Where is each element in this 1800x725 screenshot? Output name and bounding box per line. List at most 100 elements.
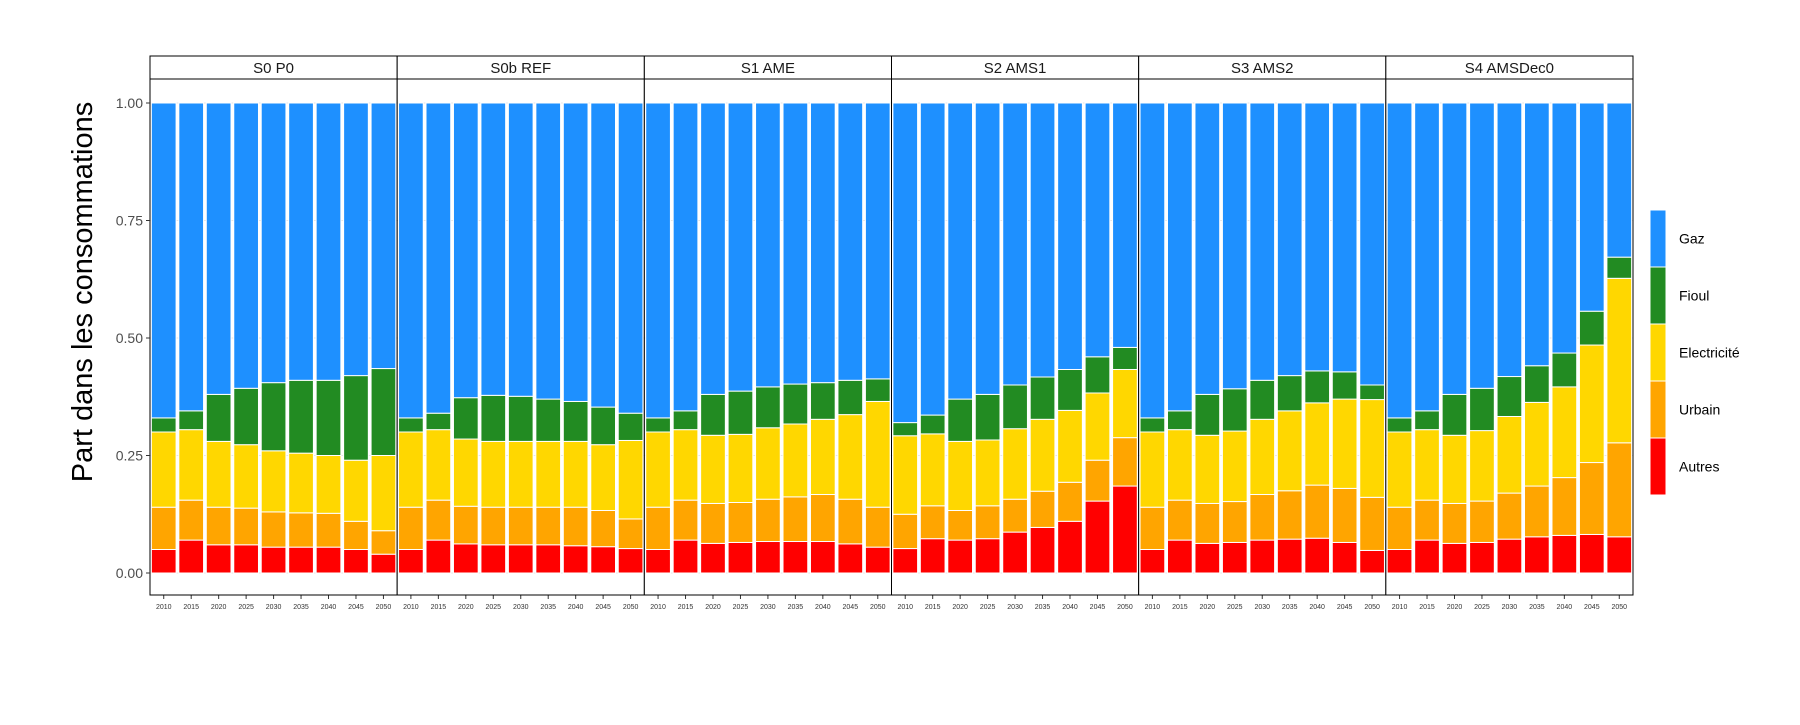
x-tick-label: 2050 — [870, 604, 886, 611]
bar-segment-fioul — [1359, 384, 1385, 401]
bar-segment-urbain — [755, 498, 781, 543]
x-tick-label: 2040 — [815, 604, 831, 611]
bar-segment-electricit — [672, 429, 699, 501]
bar-segment-electricit — [452, 438, 479, 507]
bar-segment-fioul — [782, 383, 809, 425]
bar-segment-fioul — [1057, 368, 1083, 411]
bar-segment-autres — [1578, 533, 1605, 574]
bar-segment-electricit — [1194, 434, 1221, 504]
bar-segment-gaz — [315, 102, 342, 381]
facet-panel: S4 AMSDec0 2010 2015 2020 2025 2030 2035 2040 20… — [1385, 55, 1634, 611]
bar-segment-urbain — [700, 502, 726, 544]
bar-segment-fioul — [645, 417, 671, 433]
x-tick-label: 2025 — [980, 604, 996, 611]
bar-segment-electricit — [892, 435, 919, 515]
x-tick-label: 2010 — [156, 604, 172, 611]
bar-segment-gaz — [1002, 102, 1028, 386]
x-tick-label: 2040 — [1309, 604, 1325, 611]
bar-segment-gaz — [617, 102, 644, 414]
bar-segment-autres — [1386, 549, 1413, 574]
bar-segment-urbain — [1386, 506, 1413, 551]
bar-segment-gaz — [1441, 102, 1468, 395]
bar-segment-urbain — [562, 506, 589, 547]
panel-border — [1385, 78, 1634, 596]
bar-segment-urbain — [974, 505, 1001, 540]
bar-segment-electricit — [1414, 429, 1440, 501]
bar-segment-fioul — [562, 400, 589, 442]
bar-segment-gaz — [1221, 102, 1248, 390]
bar-segment-electricit — [1057, 409, 1083, 483]
x-tick-label: 2040 — [568, 604, 584, 611]
legend-label: Fioul — [1679, 288, 1709, 304]
bar-segment-autres — [535, 544, 562, 574]
bar-segment-electricit — [590, 444, 616, 511]
x-tick-label: 2025 — [485, 604, 501, 611]
bar-segment-urbain — [782, 496, 809, 543]
bar-segment-electricit — [947, 440, 974, 511]
x-tick-label: 2035 — [1529, 604, 1545, 611]
bar-segment-fioul — [315, 379, 342, 456]
bar-segment-electricit — [178, 429, 205, 501]
x-tick-label: 2040 — [1062, 604, 1078, 611]
bar-segment-urbain — [178, 499, 205, 541]
bar-segment-urbain — [1551, 477, 1578, 536]
bar-segment-autres — [1359, 549, 1385, 574]
bar-segment-gaz — [1469, 102, 1495, 389]
x-tick-label: 2025 — [1227, 604, 1243, 611]
bar-segment-gaz — [1139, 102, 1166, 419]
bar-segment-autres — [1139, 549, 1166, 574]
bar-segment-fioul — [233, 387, 259, 446]
x-tick-label: 2020 — [1200, 604, 1216, 611]
x-tick-label: 2045 — [595, 604, 611, 611]
bar-segment-gaz — [1414, 102, 1440, 412]
bar-segment-electricit — [1578, 344, 1605, 464]
bar-segment-fioul — [672, 410, 699, 431]
facet-title: S4 AMSDec0 — [1465, 60, 1554, 77]
bar-segment-autres — [700, 542, 726, 574]
bar-segment-gaz — [1249, 102, 1276, 381]
bar-segment-fioul — [150, 417, 177, 433]
bar-segment-electricit — [260, 450, 287, 513]
x-tick-label: 2030 — [760, 604, 776, 611]
bar-segment-electricit — [425, 429, 452, 501]
bar-segment-gaz — [398, 102, 424, 419]
bar-segment-gaz — [1194, 102, 1221, 395]
bar-segment-electricit — [837, 414, 864, 500]
bar-segment-electricit — [398, 431, 424, 508]
bar-segment-autres — [150, 549, 177, 574]
bar-segment-autres — [1029, 526, 1056, 574]
bar-segment-urbain — [480, 506, 507, 546]
bar-segment-autres — [1249, 539, 1276, 574]
bar-segment-gaz — [947, 102, 974, 400]
facet-panel: S1 AME 2010 2015 2020 2025 2030 2035 2040 2045 20… — [643, 55, 892, 611]
bar-segment-autres — [1331, 541, 1358, 574]
bar-segment-gaz — [1359, 102, 1385, 386]
bar-segment-fioul — [892, 422, 919, 437]
bar-segment-fioul — [590, 406, 616, 446]
y-tick-label: 1.00 — [116, 95, 143, 111]
legend-label: Urbain — [1679, 402, 1720, 418]
bar-segment-fioul — [1524, 365, 1550, 403]
bar-segment-gaz — [864, 102, 891, 380]
bar-segment-electricit — [343, 459, 369, 522]
bar-segment-urbain — [837, 498, 864, 545]
bar-segment-urbain — [590, 509, 616, 548]
bar-segment-electricit — [1524, 401, 1550, 487]
bar-segment-urbain — [1084, 459, 1111, 502]
bar-segment-fioul — [535, 398, 562, 442]
bar-segment-autres — [1194, 542, 1221, 574]
bar-segment-gaz — [892, 102, 919, 424]
bar-segment-electricit — [1496, 415, 1523, 494]
bar-segment-urbain — [1276, 490, 1303, 540]
bar-segment-urbain — [452, 505, 479, 545]
bar-segment-gaz — [562, 102, 589, 402]
bar-segment-fioul — [727, 390, 754, 435]
bar-segment-urbain — [727, 502, 754, 543]
bar-segment-gaz — [1084, 102, 1111, 358]
legend-key — [1649, 380, 1667, 439]
x-tick-label: 2050 — [1611, 604, 1627, 611]
bar-segment-autres — [233, 544, 259, 574]
bar-segment-fioul — [260, 382, 287, 452]
bar-segment-autres — [892, 548, 919, 574]
